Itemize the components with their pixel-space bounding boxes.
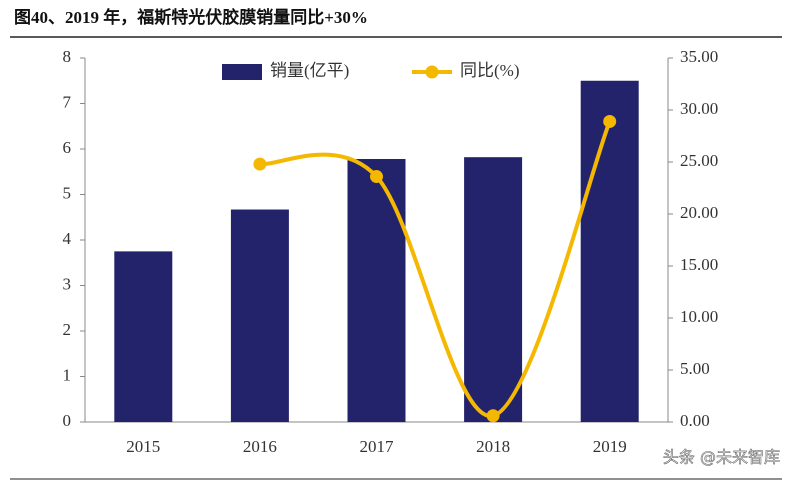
y-tick-label: 0 — [63, 411, 72, 430]
x-tick-label: 2016 — [243, 437, 277, 456]
point — [370, 170, 383, 184]
y2-tick-label: 0.00 — [680, 411, 710, 430]
y2-tick-label: 10.00 — [680, 307, 718, 326]
y-tick-label: 6 — [63, 138, 72, 157]
y-tick-label: 4 — [63, 229, 72, 248]
x-tick-label: 2017 — [360, 437, 395, 456]
y-tick-label: 2 — [63, 320, 72, 339]
y-tick-label: 1 — [63, 365, 72, 384]
point — [603, 114, 617, 128]
bar — [230, 209, 289, 422]
point — [486, 409, 500, 423]
legend-swatch — [222, 64, 262, 80]
point — [253, 157, 267, 171]
bar — [347, 159, 406, 422]
y2-tick-label: 5.00 — [680, 359, 710, 378]
y-tick-label: 7 — [63, 92, 72, 111]
legend-label: 同比(%) — [460, 61, 519, 80]
y-tick-label: 3 — [63, 274, 72, 293]
y2-tick-label: 20.00 — [680, 203, 718, 222]
x-tick-label: 2015 — [126, 437, 160, 456]
line — [259, 120, 612, 418]
y2-tick-label: 30.00 — [680, 99, 718, 118]
bar — [580, 80, 639, 422]
y-tick-label: 8 — [63, 47, 72, 66]
x-tick-label: 2018 — [476, 437, 510, 456]
legend-label: 销量(亿平) — [270, 61, 349, 80]
y-tick-label: 5 — [63, 183, 72, 202]
legend-point — [425, 65, 439, 79]
bar — [464, 157, 523, 422]
watermark: 头条 @未来智库 — [663, 448, 780, 467]
bar — [114, 251, 173, 422]
y2-tick-label: 15.00 — [680, 255, 718, 274]
x-tick-label: 2019 — [593, 437, 627, 456]
chart-title: 图40、2019 年，福斯特光伏胶膜销量同比+30% — [14, 7, 368, 27]
y2-tick-label: 25.00 — [680, 151, 718, 170]
y2-tick-label: 35.00 — [680, 47, 718, 66]
